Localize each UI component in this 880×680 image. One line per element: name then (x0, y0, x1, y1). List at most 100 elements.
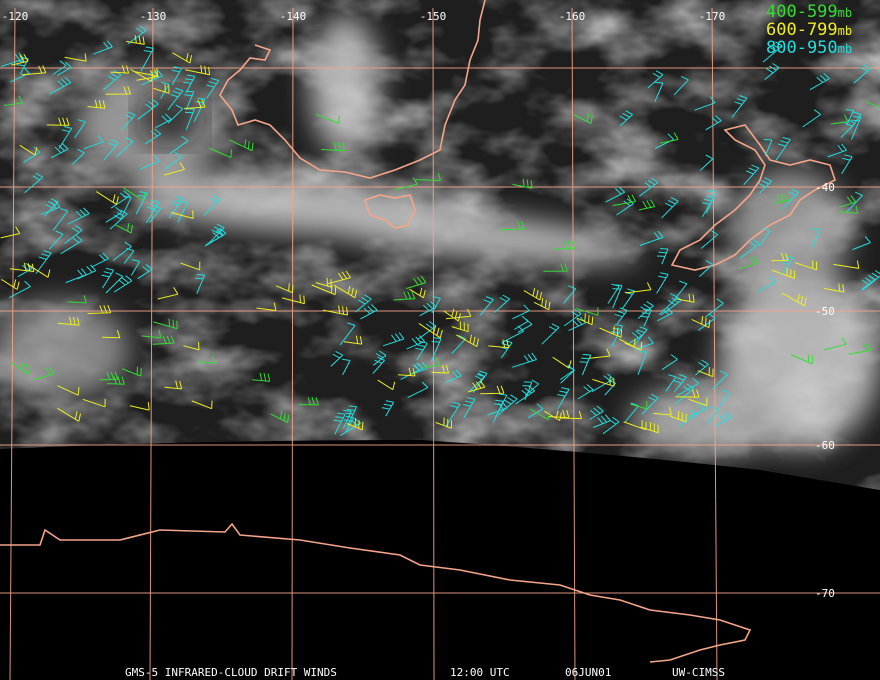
cloud-imagery (0, 0, 880, 490)
wind-barb (840, 119, 856, 138)
wind-barb (171, 210, 194, 219)
wind-barb (44, 198, 59, 217)
wind-barb (152, 335, 175, 345)
wind-barb (130, 259, 141, 276)
wind-barb (46, 117, 70, 126)
wind-barb (851, 116, 862, 140)
wind-barb (543, 263, 568, 272)
wind-barb (52, 208, 69, 231)
wind-barb (168, 196, 184, 219)
wind-barb (74, 119, 86, 139)
wind-barb (140, 46, 155, 72)
wind-barb (3, 95, 23, 106)
wind-barb (512, 304, 530, 320)
wind-barb (281, 294, 305, 305)
wind-barb (87, 99, 106, 109)
wind-barb (866, 101, 880, 109)
wind-barb (639, 177, 659, 197)
wind-barb (398, 367, 416, 377)
wind-barb (270, 410, 290, 424)
wind-barb (522, 381, 533, 401)
wind-barb (577, 384, 594, 400)
wind-barb (141, 329, 162, 339)
wind-barb (698, 260, 714, 278)
footer-time: 12:00 UTC (450, 666, 510, 679)
wind-barb (184, 108, 195, 130)
wind-barb (415, 172, 441, 181)
legend-entry: 400-599mb (766, 2, 852, 22)
wind-barb (512, 352, 537, 368)
wind-barb (524, 379, 539, 396)
wind-barb (444, 369, 462, 384)
wind-barb (321, 142, 345, 152)
wind-barb (333, 284, 358, 299)
meridian (149, 7, 154, 680)
wind-barb (315, 277, 332, 288)
wind-barb (731, 95, 748, 118)
wind-barb (640, 308, 652, 327)
wind-barb (541, 323, 560, 345)
wind-barb (145, 199, 160, 224)
wind-barb (355, 294, 372, 313)
wind-barb (382, 332, 405, 347)
meridian (711, 7, 718, 680)
wind-barb (157, 287, 179, 300)
wind-barb (205, 229, 224, 246)
wind-barb (77, 264, 97, 280)
wind-barb (479, 296, 494, 316)
meridian (571, 7, 576, 680)
longitude-label: -120 (2, 10, 29, 23)
wind-barb (164, 380, 183, 390)
wind-barb (795, 260, 818, 271)
wind-barb (381, 400, 395, 417)
wind-barb (718, 389, 731, 408)
wind-barb (64, 53, 87, 62)
wind-barb (96, 191, 119, 205)
wind-barb (0, 52, 25, 68)
wind-barb (630, 400, 648, 410)
wind-barb (24, 172, 44, 194)
wind-barb (568, 316, 587, 332)
wind-barb (529, 408, 551, 420)
footer-source: UW-CIMSS (672, 666, 725, 679)
wind-barb (691, 316, 711, 329)
wind-barb (101, 330, 121, 339)
wind-barb (661, 354, 678, 371)
wind-barb (592, 414, 611, 428)
wind-barb (315, 113, 340, 124)
wind-barb (372, 350, 387, 366)
wind-barb (407, 381, 429, 399)
wind-barb (673, 75, 689, 96)
legend-range: 400-599 (766, 2, 838, 22)
wind-barb (435, 417, 453, 429)
wind-barb (647, 70, 664, 89)
wind-barb (228, 139, 254, 152)
wind-barb (311, 284, 337, 296)
wind-barb (676, 293, 695, 303)
wind-barb (57, 316, 80, 326)
longitude-label: -150 (420, 10, 447, 23)
wind-barb (52, 60, 67, 76)
wind-barb (99, 371, 119, 381)
wind-barb (431, 365, 450, 374)
wind-barb (462, 397, 476, 419)
wind-barb (497, 394, 518, 416)
wind-barb (694, 359, 709, 376)
wind-barb (127, 25, 147, 45)
meridian (432, 7, 435, 680)
legend-entry: 800-950mb (766, 38, 852, 58)
wind-barb (16, 57, 29, 75)
wind-barb (106, 376, 125, 385)
wind-barb (183, 74, 196, 93)
wind-barb (775, 136, 791, 162)
wind-barb (638, 199, 656, 211)
wind-barb (167, 87, 184, 111)
wind-barb (91, 252, 109, 268)
wind-barb (657, 307, 673, 322)
wind-barb (480, 385, 505, 395)
wind-barb (417, 321, 437, 340)
wind-barb (431, 296, 441, 314)
wind-barb (653, 407, 672, 416)
wind-barb (172, 52, 192, 64)
wind-barbs (0, 25, 880, 437)
